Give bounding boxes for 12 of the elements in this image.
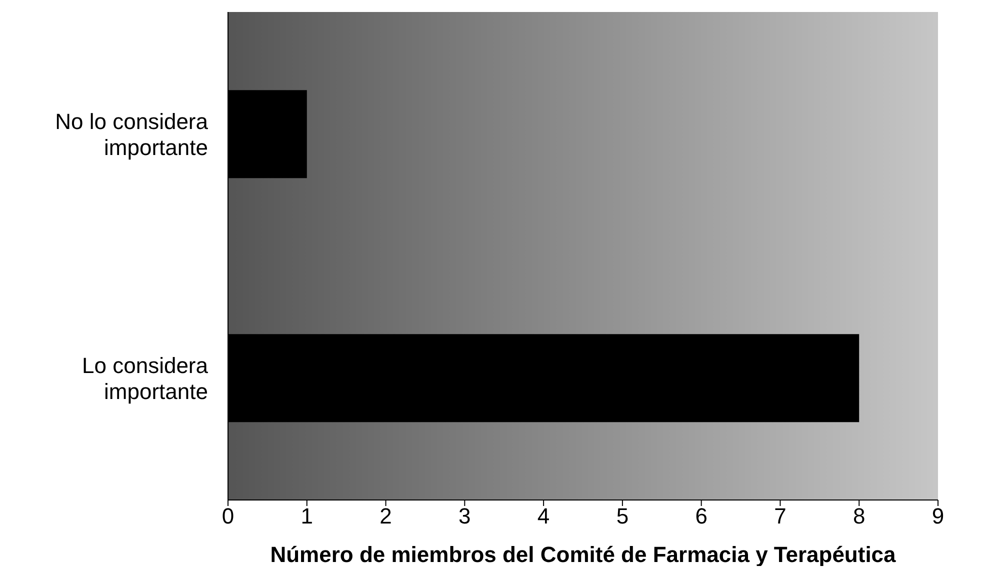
x-tick-label: 5 xyxy=(616,504,629,529)
x-tick-label: 3 xyxy=(458,504,471,529)
y-tick-label: Lo considera importante xyxy=(82,352,209,404)
x-tick-label: 4 xyxy=(537,504,550,529)
x-tick-label: 8 xyxy=(852,504,866,529)
x-tick-label: 1 xyxy=(300,504,314,529)
x-tick-label: 0 xyxy=(222,504,234,529)
x-tick-label: 2 xyxy=(380,504,392,529)
x-tick-label: 7 xyxy=(774,504,786,529)
x-tick-label: 6 xyxy=(695,504,708,529)
y-tick-label: No lo considera importante xyxy=(55,108,209,160)
x-tick-label: 9 xyxy=(932,504,944,529)
